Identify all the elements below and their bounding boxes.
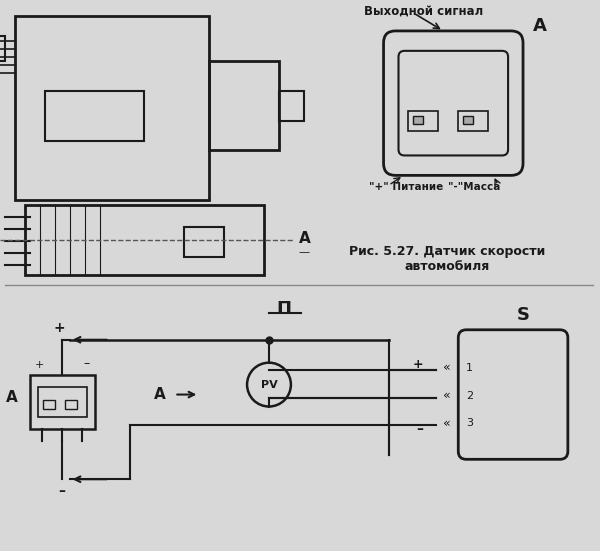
- Bar: [38, 387, 86, 418]
- Text: "+" Питание: "+" Питание: [368, 182, 443, 192]
- Bar: [45, 91, 145, 141]
- Bar: [43, 399, 55, 409]
- Text: «: «: [443, 389, 450, 402]
- Text: А: А: [299, 231, 311, 246]
- Bar: [65, 399, 77, 409]
- Text: S: S: [517, 306, 530, 324]
- Text: +: +: [35, 360, 44, 370]
- Text: –: –: [58, 484, 65, 498]
- Text: «: «: [443, 361, 450, 374]
- Bar: [458, 111, 488, 131]
- Text: Выходной сигнал: Выходной сигнал: [364, 4, 483, 18]
- Text: "-"Масса: "-"Масса: [448, 182, 500, 192]
- Bar: [15, 16, 209, 200]
- Text: 1: 1: [466, 363, 473, 372]
- Bar: [184, 227, 224, 257]
- Bar: [25, 206, 264, 275]
- Text: А: А: [154, 387, 165, 402]
- Text: А: А: [6, 390, 18, 405]
- Bar: [413, 116, 424, 123]
- Text: Рис. 5.27. Датчик скорости
автомобиля: Рис. 5.27. Датчик скорости автомобиля: [349, 245, 545, 273]
- Text: А: А: [533, 17, 547, 35]
- Bar: [409, 111, 439, 131]
- Text: 2: 2: [466, 391, 473, 401]
- Bar: [0, 36, 5, 61]
- Text: PV: PV: [260, 380, 277, 390]
- Text: –: –: [83, 356, 89, 370]
- Text: +: +: [53, 321, 65, 335]
- Bar: [279, 91, 304, 121]
- Bar: [463, 116, 473, 123]
- Text: П: П: [277, 300, 292, 318]
- Text: +: +: [413, 358, 424, 371]
- Text: –: –: [416, 423, 424, 436]
- Bar: [209, 61, 279, 150]
- Bar: [30, 375, 95, 429]
- Text: —: —: [299, 247, 310, 257]
- Text: «: «: [443, 417, 450, 430]
- Text: 3: 3: [466, 418, 473, 429]
